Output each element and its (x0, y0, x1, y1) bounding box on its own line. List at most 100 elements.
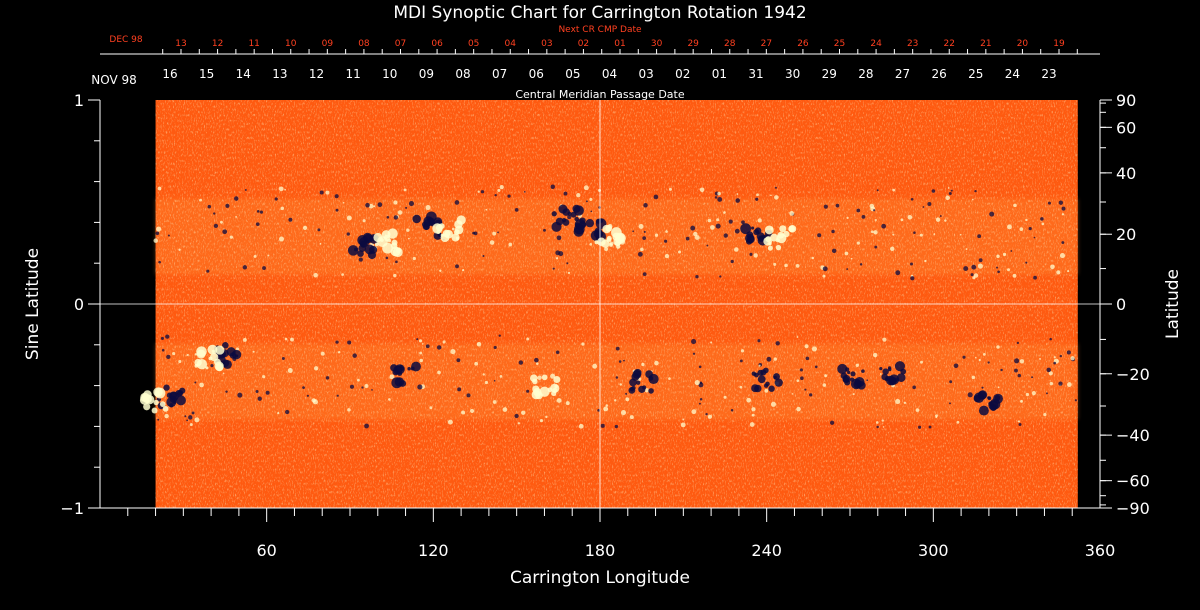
active-region-blob (740, 223, 752, 235)
field-speck (855, 363, 859, 368)
field-speck (1031, 391, 1036, 396)
cmp-date-label: 04 (602, 67, 617, 81)
field-speck (365, 202, 370, 208)
field-speck (668, 187, 672, 191)
next-cr-date-label: 12 (212, 39, 223, 49)
field-speck (347, 340, 352, 345)
left-y-tick-label: 0 (74, 295, 84, 314)
field-speck (861, 214, 866, 219)
field-speck (872, 352, 878, 358)
field-speck (690, 225, 696, 231)
next-cr-date-label: 24 (870, 39, 882, 49)
field-speck (879, 373, 882, 375)
field-speck (907, 214, 913, 220)
active-region-blob (562, 218, 570, 226)
field-speck (629, 415, 634, 420)
field-speck (191, 411, 195, 415)
field-speck (319, 242, 322, 245)
field-speck (578, 423, 584, 429)
field-speck (710, 225, 715, 230)
right-y-tick-label: −60 (1116, 472, 1150, 491)
next-cr-date-label: 07 (395, 39, 406, 49)
field-speck (642, 236, 647, 240)
field-speck (583, 185, 589, 191)
left-y-tick-label: −1 (60, 499, 84, 518)
field-speck (918, 425, 922, 429)
next-cr-date-label: 09 (322, 39, 334, 49)
field-speck (1031, 376, 1034, 379)
cmp-date-label: 29 (822, 67, 837, 81)
field-speck (457, 387, 462, 392)
next-cr-date-label: 22 (944, 39, 955, 49)
field-speck (1033, 275, 1037, 280)
field-speck (829, 420, 835, 425)
field-speck (425, 344, 430, 349)
axes (88, 99, 1112, 522)
right-y-tick-label: −40 (1116, 426, 1150, 445)
field-speck (566, 262, 569, 265)
field-speck (493, 345, 497, 350)
active-region-blob (977, 390, 987, 400)
field-speck (664, 253, 670, 259)
cmp-date-label: 27 (895, 67, 910, 81)
field-speck (567, 271, 571, 275)
active-region-blob (601, 239, 610, 248)
field-speck (751, 413, 755, 417)
field-speck (804, 388, 807, 391)
field-speck (723, 211, 726, 214)
x-tick-label: 60 (256, 541, 276, 560)
field-speck (262, 266, 266, 270)
field-speck (680, 422, 686, 428)
field-speck (235, 215, 237, 218)
field-speck (395, 260, 398, 264)
field-speck (734, 247, 739, 252)
field-speck (691, 409, 697, 415)
field-speck (550, 373, 556, 379)
field-speck (219, 220, 223, 224)
active-region-blob (779, 225, 787, 233)
field-speck (252, 350, 255, 353)
active-region-positive (432, 215, 466, 243)
active-region-blob (433, 231, 442, 240)
field-speck (405, 206, 408, 209)
active-region-negative (551, 204, 584, 232)
field-speck (598, 188, 602, 192)
active-region-blob (143, 403, 151, 411)
field-speck (352, 353, 357, 358)
active-region-blob (764, 225, 774, 235)
field-speck (773, 357, 778, 361)
active-region-blob (989, 398, 1001, 410)
active-region-blob (436, 229, 441, 235)
field-speck (157, 418, 160, 421)
field-speck (552, 267, 555, 270)
field-speck (439, 269, 442, 272)
field-speck (287, 367, 293, 373)
field-speck (723, 395, 727, 399)
field-speck (953, 363, 959, 369)
field-speck (933, 233, 936, 235)
active-region-blob (357, 250, 364, 257)
active-region-blob (768, 385, 775, 392)
field-speck (775, 341, 780, 346)
field-speck (319, 190, 324, 195)
left-y-axis-label: Sine Latitude (23, 248, 43, 360)
active-region-blob (751, 371, 756, 376)
active-region-blob (215, 345, 225, 355)
field-speck (523, 190, 526, 193)
field-speck (517, 422, 521, 425)
active-region-blob (567, 211, 572, 216)
field-speck (1061, 213, 1065, 216)
field-speck (766, 356, 772, 362)
field-speck (274, 197, 278, 201)
cmp-date-label: 24 (1005, 67, 1020, 81)
active-region-blob (757, 369, 764, 376)
field-speck (1019, 227, 1024, 231)
field-speck (882, 337, 887, 342)
field-speck (466, 393, 471, 398)
field-speck (959, 233, 962, 236)
cmp-date-label: 30 (785, 67, 800, 81)
field-speck (714, 196, 718, 199)
field-speck (716, 218, 720, 222)
field-speck (706, 244, 709, 247)
field-speck (1067, 269, 1070, 273)
